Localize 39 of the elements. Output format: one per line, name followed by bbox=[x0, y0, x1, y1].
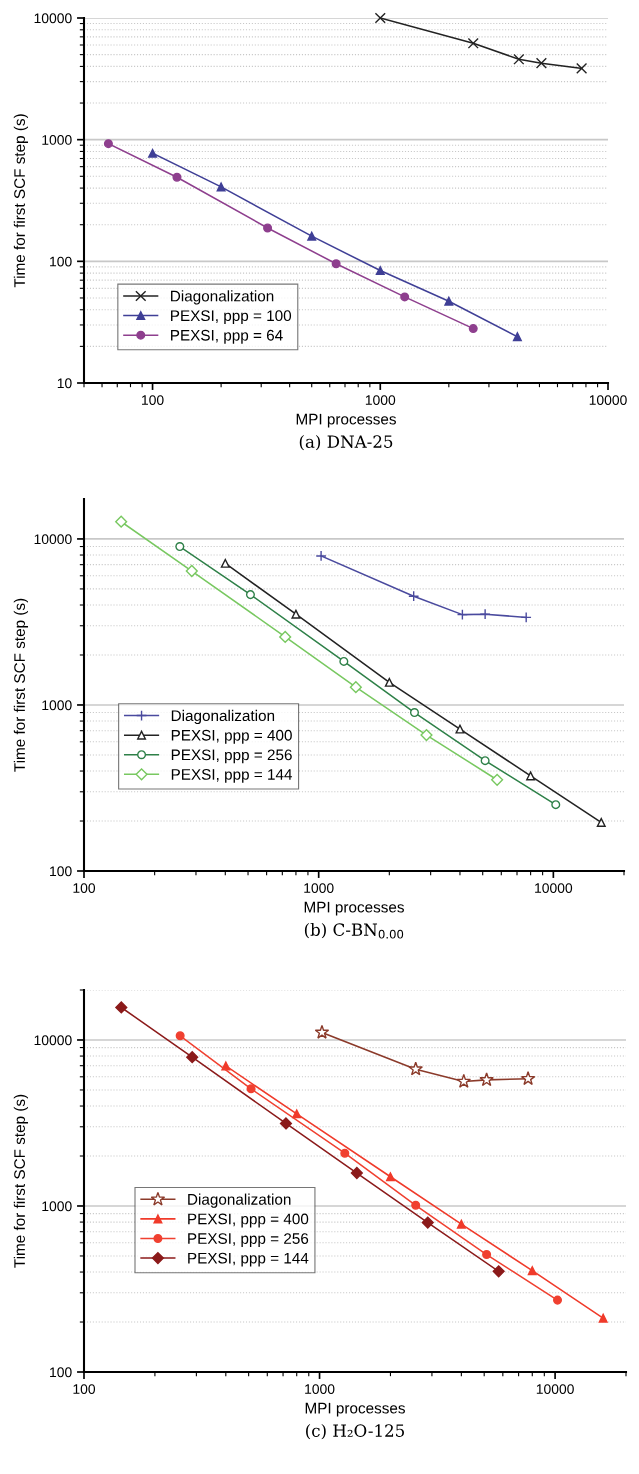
legend-label: PEXSI, ppp = 100 bbox=[171, 310, 292, 325]
x-axis-title: MPI processes bbox=[296, 413, 396, 428]
y-tick-label: 1000 bbox=[42, 135, 72, 145]
y-tick-label: 100 bbox=[50, 1367, 72, 1378]
x-tick-label: 10000 bbox=[536, 1384, 574, 1395]
x-tick-label: 10000 bbox=[589, 395, 627, 406]
legend-label: PEXSI, ppp = 64 bbox=[171, 329, 283, 344]
legend-label: PEXSI, ppp = 256 bbox=[188, 1233, 309, 1247]
x-tick-label: 100 bbox=[73, 883, 96, 894]
y-tick-label: 10000 bbox=[34, 534, 72, 545]
text: (c) H₂O-125 bbox=[306, 1424, 404, 1440]
y-tick-label: 100 bbox=[50, 866, 72, 877]
x-tick-label: 1000 bbox=[365, 395, 396, 406]
x-tick-label: 100 bbox=[73, 1384, 96, 1395]
x-tick-label: 10000 bbox=[535, 883, 573, 894]
legend-label: PEXSI, ppp = 144 bbox=[171, 769, 293, 783]
y-tick-label: 1000 bbox=[42, 700, 72, 711]
legend-label: PEXSI, ppp = 256 bbox=[171, 749, 292, 764]
y-tick-label: 10000 bbox=[34, 1035, 72, 1046]
legend-label: Diagonalization bbox=[171, 290, 274, 305]
x-tick-label: 1000 bbox=[304, 883, 334, 894]
legend-label: PEXSI, ppp = 400 bbox=[188, 1213, 309, 1228]
text: (a) DNA-25 bbox=[299, 435, 393, 451]
text: (b) C-BN$_{0.00}$ bbox=[304, 923, 404, 939]
y-axis-title: Time for first SCF step (s) bbox=[13, 114, 29, 288]
x-axis-title: MPI processes bbox=[304, 901, 404, 916]
legend-label: Diagonalization bbox=[188, 1193, 291, 1208]
legend-label: PEXSI, ppp = 400 bbox=[171, 729, 292, 744]
y-axis-title: Time for first SCF step (s) bbox=[13, 598, 29, 772]
legend-label: PEXSI, ppp = 144 bbox=[188, 1252, 309, 1267]
y-tick-label: 10 bbox=[57, 378, 72, 389]
x-tick-label: 1000 bbox=[305, 1384, 335, 1395]
x-tick-label: 100 bbox=[142, 395, 164, 406]
y-tick-label: 100 bbox=[50, 256, 72, 267]
x-axis-title: MPI processes bbox=[305, 1402, 405, 1417]
legend-label: Diagonalization bbox=[171, 709, 275, 725]
y-axis-title: Time for first SCF step (s) bbox=[13, 1094, 29, 1268]
y-tick-label: 1000 bbox=[42, 1201, 72, 1212]
y-tick-label: 10000 bbox=[34, 13, 72, 24]
